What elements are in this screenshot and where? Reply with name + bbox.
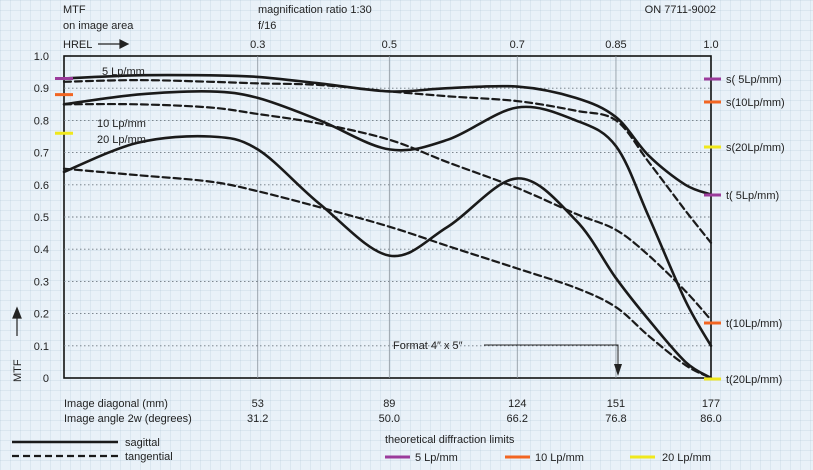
series-line-s-5lp-mm <box>62 73 713 196</box>
series-end-label: s(10Lp/mm) <box>726 97 785 109</box>
mtf-title: MTF <box>63 4 86 16</box>
magnification-ratio: magnification ratio 1:30 <box>258 4 372 16</box>
y-axis-arrow-icon <box>12 306 22 336</box>
series-line-t-20lp-mm <box>62 167 713 380</box>
angle-tick-label: 66.2 <box>507 413 528 425</box>
hrel-tick-label: 0.85 <box>605 39 626 51</box>
y-tick-label: 0.8 <box>34 115 49 127</box>
y-tick-label: 0.3 <box>34 276 49 288</box>
diagonal-tick-label: 89 <box>383 398 395 410</box>
curve-label-10lpmm: 10 Lp/mm <box>97 118 146 130</box>
y-axis-label: MTF <box>12 359 24 382</box>
diagonal-tick-label: 53 <box>252 398 264 410</box>
series-end-label: s(20Lp/mm) <box>726 142 785 154</box>
aperture: f/16 <box>258 20 276 32</box>
legend-sagittal-label: sagittal <box>125 437 160 449</box>
hrel-tick-label: 1.0 <box>703 39 718 51</box>
diagonal-tick-label: 124 <box>508 398 526 410</box>
angle-tick-label: 76.8 <box>605 413 626 425</box>
model-number: ON 7711-9002 <box>645 4 716 16</box>
legend-diff-20-label: 20 Lp/mm <box>662 452 711 464</box>
series-line-s-10lp-mm <box>62 90 713 348</box>
series-end-label: t( 5Lp/mm) <box>726 190 779 202</box>
angle-tick-label: 31.2 <box>247 413 268 425</box>
diagonal-axis-label: Image diagonal (mm) <box>64 398 168 410</box>
series-end-label: t(20Lp/mm) <box>726 374 782 386</box>
diagonal-tick-label: 151 <box>607 398 625 410</box>
y-tick-label: 0.9 <box>34 83 49 95</box>
hrel-tick-label: 0.3 <box>250 39 265 51</box>
diffraction-title: theoretical diffraction limits <box>385 434 515 446</box>
legend-diff-5-label: 5 Lp/mm <box>415 452 458 464</box>
mtf-subtitle: on image area <box>63 20 134 32</box>
angle-tick-label: 50.0 <box>379 413 400 425</box>
hrel-tick-label: 0.7 <box>510 39 525 51</box>
curve-label-20lpmm: 20 Lp/mm <box>97 134 146 146</box>
y-tick-label: 0 <box>43 373 49 385</box>
diagonal-tick-label: 177 <box>702 398 720 410</box>
legend-tangential-label: tangential <box>125 451 173 463</box>
curve-label-5lpmm: 5 Lp/mm <box>102 66 145 78</box>
angle-axis-label: Image angle 2w (degrees) <box>64 413 192 425</box>
curve-layer <box>62 73 713 380</box>
series-end-label: t(10Lp/mm) <box>726 318 782 330</box>
series-line-t-10lp-mm <box>62 102 713 322</box>
tick-layer: 0.3 53 31.2 0.5 89 50.0 0.7 124 66.2 0.85 151 76.8 1… <box>34 39 722 425</box>
y-tick-label: 0.1 <box>34 341 49 353</box>
y-tick-label: 0.5 <box>34 212 49 224</box>
grid-layer <box>64 56 711 378</box>
y-tick-label: 0.7 <box>34 148 49 160</box>
y-tick-label: 0.4 <box>34 244 49 256</box>
legend-diff-10-label: 10 Lp/mm <box>535 452 584 464</box>
format-arrow-icon <box>614 364 622 376</box>
marker-layer: s( 5Lp/mm) s(10Lp/mm) s(20Lp/mm) t( 5Lp/mm)… <box>55 74 785 386</box>
hrel-label: HREL <box>63 39 92 51</box>
series-line-t-5lp-mm <box>62 78 713 244</box>
y-tick-label: 0.6 <box>34 180 49 192</box>
format-annotation: Format 4″ x 5″ <box>393 340 463 352</box>
y-tick-label: 1.0 <box>34 51 49 63</box>
y-tick-label: 0.2 <box>34 309 49 321</box>
series-line-s-20lp-mm <box>62 134 713 380</box>
series-end-label: s( 5Lp/mm) <box>726 74 782 86</box>
hrel-arrow-icon <box>98 39 130 49</box>
hrel-tick-label: 0.5 <box>382 39 397 51</box>
angle-tick-label: 86.0 <box>700 413 721 425</box>
format-leader-line <box>484 344 619 374</box>
